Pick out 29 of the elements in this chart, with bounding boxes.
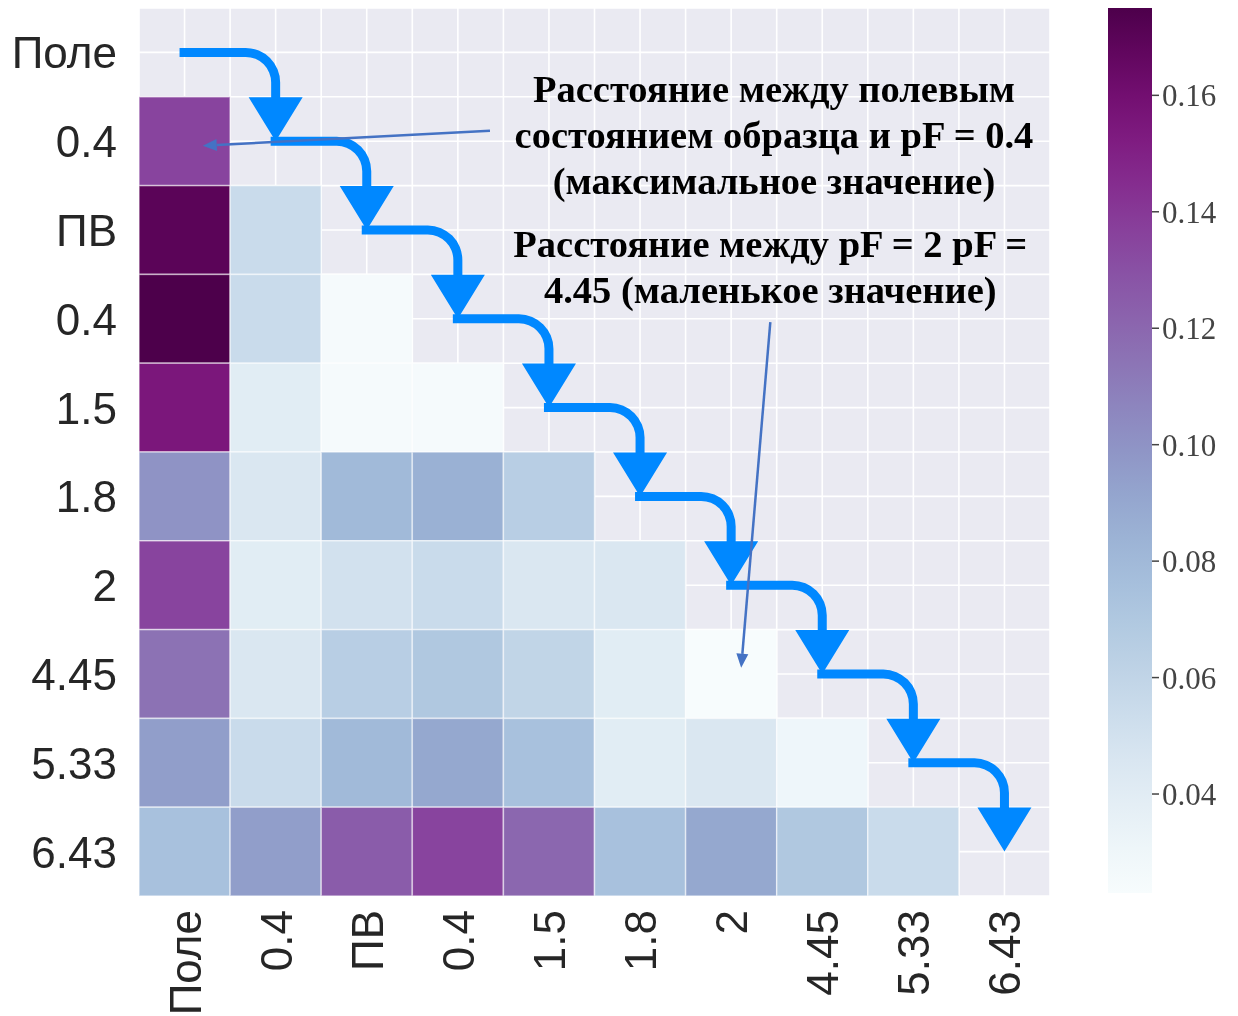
color-bar-label: 0.04 (1162, 776, 1217, 812)
y-tick-label: 6.43 (31, 827, 117, 877)
y-tick-label: 0.4 (55, 294, 117, 344)
x-tick-label: 5.33 (888, 910, 938, 996)
color-bar-label: 0.08 (1162, 543, 1217, 579)
y-tick-label: 5.33 (31, 738, 117, 788)
x-tick-label: 1.8 (615, 910, 665, 972)
y-tick-label: ПВ (56, 205, 117, 255)
x-tick-label: 1.5 (524, 910, 574, 972)
x-tick-label: 6.43 (979, 910, 1029, 996)
color-bar-label: 0.10 (1162, 427, 1217, 463)
y-tick-label: 4.45 (31, 649, 117, 699)
y-tick-label: 2 (92, 560, 117, 610)
x-tick-label: ПВ (342, 910, 392, 971)
x-tick-label: 4.45 (797, 910, 847, 996)
color-bar-label: 0.12 (1162, 310, 1217, 346)
y-tick-label: Поле (11, 27, 117, 77)
x-tick-label: 0.4 (433, 910, 483, 972)
color-bar-label: 0.14 (1162, 194, 1217, 230)
y-tick-label: 1.5 (55, 383, 117, 433)
x-tick-label: 0.4 (251, 910, 301, 972)
x-tick-label: 2 (706, 910, 756, 935)
color-bar-label: 0.16 (1162, 77, 1217, 113)
annotation: Расстояние между pF = 2 pF = 4.45 (маленькое значение) (513, 223, 1028, 313)
y-tick-label: 1.8 (55, 471, 117, 521)
y-tick-label: 0.4 (55, 116, 117, 166)
color-bar-label: 0.06 (1162, 660, 1217, 696)
x-tick-label: Поле (160, 910, 210, 1016)
annotation: Расстояние между полевым состоянием образца и pF = 0.4 (максимальное значение) (514, 67, 1034, 203)
